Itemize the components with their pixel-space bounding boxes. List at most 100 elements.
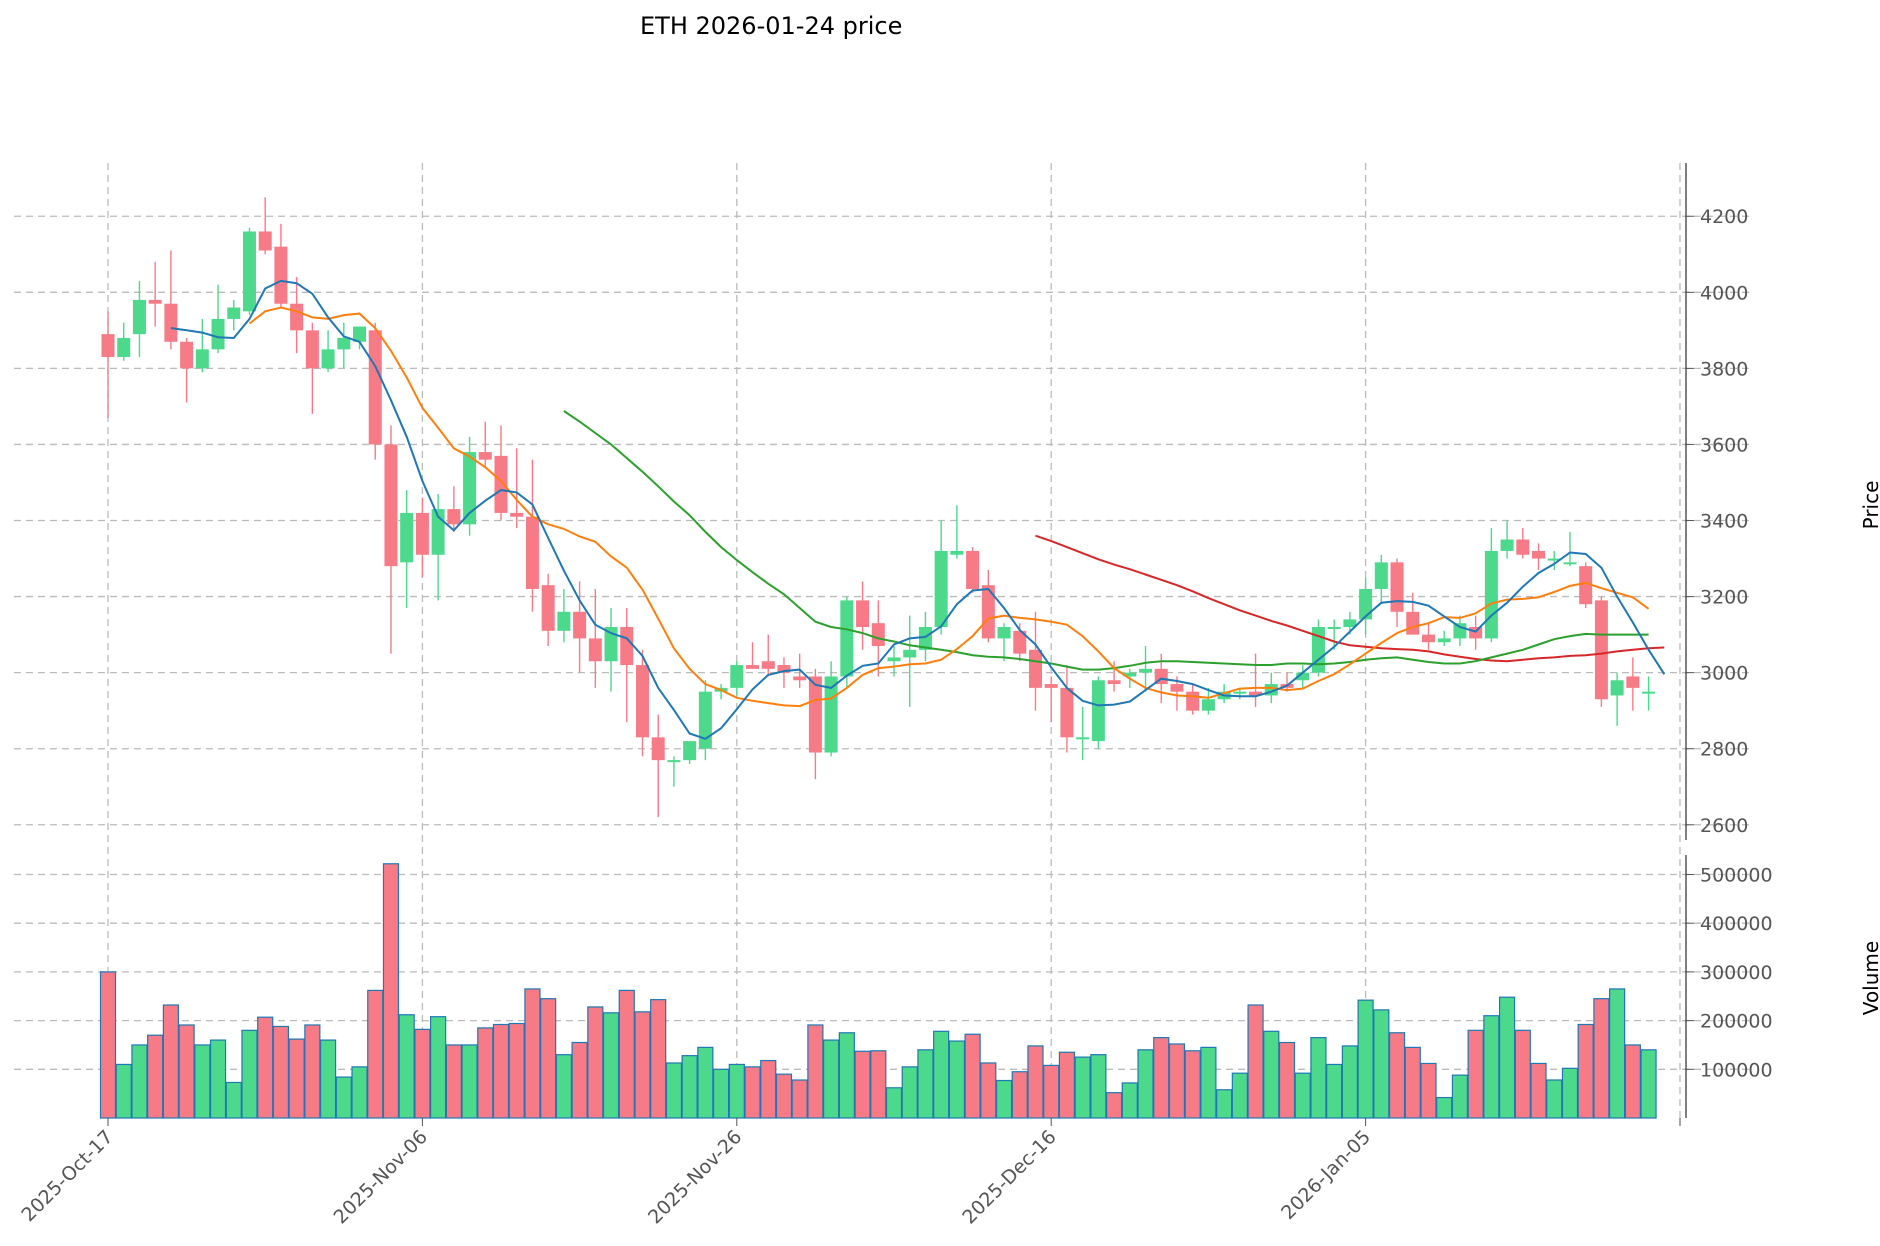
candle-body xyxy=(573,611,587,639)
candle-body xyxy=(1563,562,1577,565)
candle-body xyxy=(463,452,477,525)
date-tick-label: 2025-Oct-17 xyxy=(17,1126,117,1226)
volume-bar xyxy=(382,863,400,1119)
candle-body xyxy=(180,341,194,369)
candle-body xyxy=(761,661,775,669)
volume-bar xyxy=(241,1029,258,1119)
candle-body xyxy=(934,550,948,628)
volume-bar xyxy=(272,1025,290,1119)
candle-body xyxy=(305,330,319,369)
volume-bar xyxy=(1121,1082,1138,1119)
volume-bar xyxy=(1326,1063,1343,1119)
volume-bar xyxy=(1577,1023,1594,1119)
candle-body xyxy=(950,550,964,555)
candle-body xyxy=(1579,566,1593,605)
volume-bar xyxy=(1090,1054,1107,1119)
volume-bar xyxy=(995,1079,1013,1119)
candle-body xyxy=(856,600,870,628)
candle-body xyxy=(840,600,854,677)
price-tick-label: 2600 xyxy=(1700,815,1748,837)
volume-bar xyxy=(1451,1074,1469,1119)
volume-gridlines xyxy=(14,873,1750,1070)
candle-body xyxy=(1469,627,1483,639)
ma10-line xyxy=(248,306,1650,708)
volume-bar xyxy=(791,1079,808,1119)
candle-body xyxy=(698,691,712,749)
candle-body xyxy=(321,349,335,369)
volume-bar xyxy=(933,1030,950,1119)
volume-bar xyxy=(1467,1029,1484,1119)
volume-bar xyxy=(697,1046,714,1119)
volume-axis-label: Volume xyxy=(1859,941,1880,1015)
volume-bar xyxy=(650,999,667,1119)
volume-bar xyxy=(634,1011,651,1119)
candle-body xyxy=(966,550,980,589)
candle-body xyxy=(415,512,429,555)
candle-body xyxy=(588,638,602,662)
candle-body xyxy=(1186,691,1200,711)
candle-body xyxy=(683,741,697,761)
volume-bar xyxy=(99,971,117,1119)
candle-body xyxy=(1076,737,1090,740)
candle-body xyxy=(1107,680,1121,685)
candle-body xyxy=(1060,687,1074,738)
candle-body xyxy=(903,649,917,658)
candle-body xyxy=(1170,684,1184,692)
volume-bar xyxy=(131,1044,148,1119)
volume-bar xyxy=(870,1050,887,1119)
volume-bar xyxy=(194,1044,211,1119)
volume-bar xyxy=(838,1032,855,1119)
price-gridlines xyxy=(14,215,1750,826)
volume-bar xyxy=(1310,1037,1327,1119)
price-tick-label: 3800 xyxy=(1700,358,1748,380)
volume-bar xyxy=(1247,1004,1264,1119)
volume-bar xyxy=(665,1062,683,1119)
date-tick-label: 2025-Nov-26 xyxy=(644,1126,746,1228)
volume-bar xyxy=(1514,1029,1531,1119)
volume-bar xyxy=(1058,1051,1076,1119)
candle-body xyxy=(1500,539,1514,551)
candle-body xyxy=(117,337,131,357)
ma5-line xyxy=(170,279,1666,740)
volume-bar xyxy=(524,988,541,1119)
volume-bar xyxy=(1404,1046,1421,1119)
candle-body xyxy=(1516,539,1530,555)
candle-body xyxy=(148,299,162,304)
candle-body xyxy=(1264,684,1278,696)
date-tick-label: 2025-Nov-06 xyxy=(330,1126,432,1228)
volume-bar xyxy=(1278,1041,1296,1119)
volume-bar xyxy=(1530,1062,1547,1119)
candle-body xyxy=(1327,627,1341,630)
volume-bar xyxy=(885,1087,903,1119)
volume-bar xyxy=(367,989,384,1119)
candle-body xyxy=(1343,619,1357,628)
volume-bar xyxy=(587,1006,604,1119)
chart-title: ETH 2026-01-24 price xyxy=(640,12,902,40)
volume-bar xyxy=(1436,1096,1453,1119)
candle-body xyxy=(667,760,681,763)
volume-bar xyxy=(335,1076,352,1119)
candle-body xyxy=(510,512,524,517)
candle-body xyxy=(1028,649,1042,688)
price-axis-label: Price xyxy=(1859,481,1880,530)
volume-bar xyxy=(225,1081,242,1119)
candle-body xyxy=(384,444,398,567)
volume-bar xyxy=(1263,1030,1280,1119)
candle-body xyxy=(651,737,665,761)
candle-body xyxy=(447,509,461,525)
volume-bar xyxy=(1216,1089,1233,1119)
volume-bar xyxy=(1231,1072,1248,1119)
volume-bar xyxy=(162,1004,179,1119)
volume-bar xyxy=(602,1012,620,1119)
volume-bar xyxy=(1546,1079,1563,1119)
candle-body xyxy=(635,665,649,738)
candle-body xyxy=(1594,600,1608,700)
volume-tick-labels: 100000 200000 300000 400000 500000 xyxy=(1686,864,1773,1081)
volume-bar xyxy=(1011,1071,1028,1119)
volume-bar xyxy=(1294,1072,1311,1119)
volume-bar xyxy=(823,1039,840,1119)
volume-bar xyxy=(304,1024,321,1119)
candle-body xyxy=(1296,672,1310,681)
candle-body xyxy=(164,303,178,342)
volume-bar xyxy=(540,998,557,1119)
